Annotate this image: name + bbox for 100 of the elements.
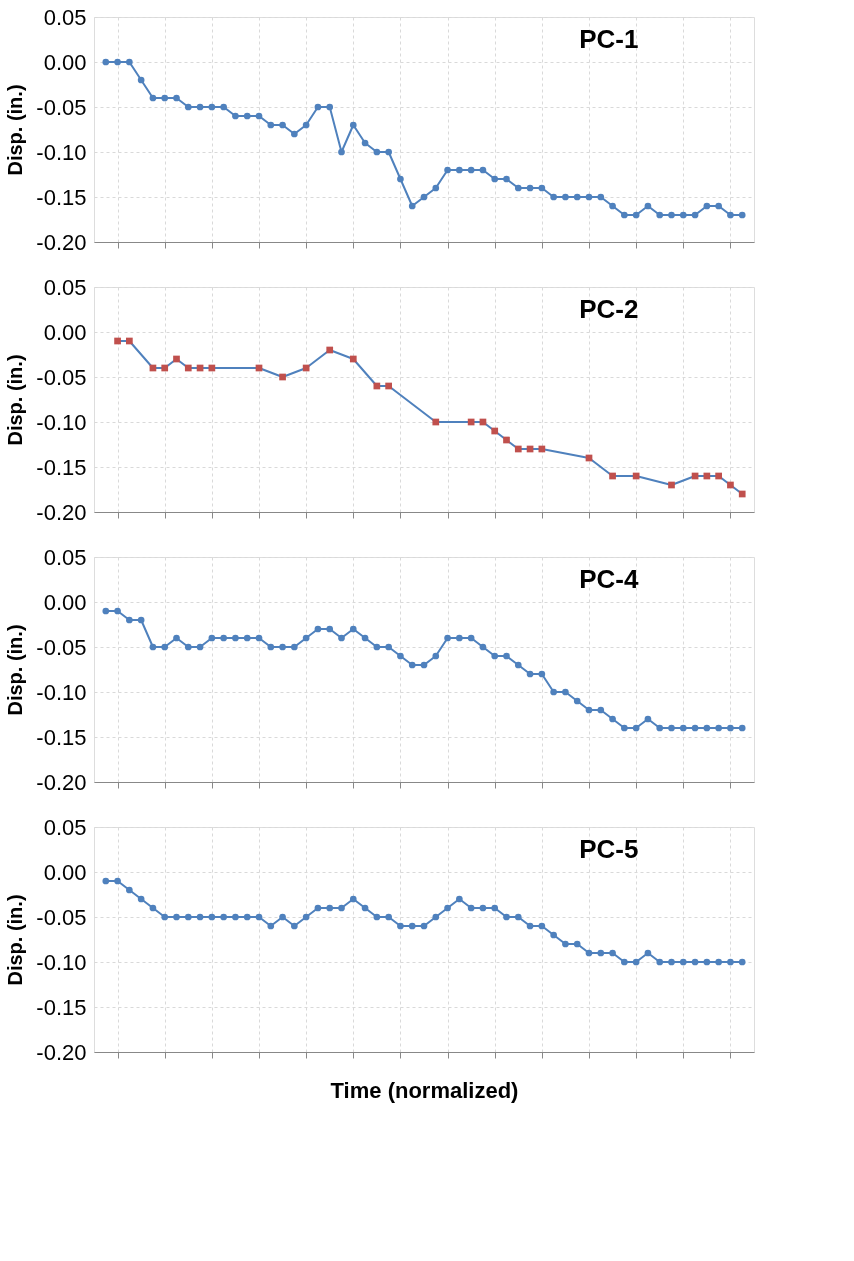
point: [573, 193, 581, 201]
point: [503, 652, 510, 660]
point: [621, 958, 628, 966]
point: [149, 94, 157, 102]
point: [361, 634, 369, 642]
point: [668, 724, 675, 732]
point: [267, 643, 275, 651]
y-tick-label: -0.10: [36, 679, 87, 705]
point: [137, 76, 145, 84]
y-tick-label: 0.00: [43, 589, 87, 615]
y-tick-label: 0.05: [43, 544, 87, 570]
chart-title: PC-2: [579, 294, 639, 324]
point: [126, 58, 133, 66]
point: [126, 616, 133, 624]
point: [173, 355, 180, 363]
point: [349, 355, 357, 363]
y-tick-label: 0.05: [43, 814, 87, 840]
point: [255, 112, 263, 120]
y-tick-label: -0.20: [36, 769, 87, 795]
y-tick-label: -0.05: [36, 904, 87, 930]
point: [727, 724, 734, 732]
point: [550, 193, 557, 201]
point: [526, 922, 534, 930]
y-tick-label: -0.10: [36, 949, 87, 975]
point: [691, 958, 699, 966]
point: [738, 211, 746, 219]
point: [208, 913, 216, 921]
point: [597, 949, 605, 957]
point: [562, 688, 569, 696]
point: [373, 148, 381, 156]
point: [538, 670, 546, 678]
y-tick-label: -0.20: [36, 1039, 87, 1065]
point: [291, 130, 298, 138]
point: [738, 958, 746, 966]
point: [408, 922, 416, 930]
point: [456, 166, 463, 174]
point: [267, 922, 275, 930]
point: [161, 94, 169, 102]
point: [385, 148, 392, 156]
point: [562, 193, 569, 201]
point: [279, 373, 286, 381]
point: [114, 337, 121, 345]
y-tick-label: -0.05: [36, 94, 87, 120]
point: [208, 634, 216, 642]
point: [609, 202, 616, 210]
point: [243, 112, 251, 120]
y-tick-label: -0.05: [36, 634, 87, 660]
point: [562, 940, 569, 948]
x-axis-title: Time (normalized): [330, 1077, 519, 1103]
point: [479, 166, 487, 174]
point: [727, 958, 734, 966]
point: [220, 103, 227, 111]
point: [279, 121, 286, 129]
point: [715, 724, 722, 732]
point: [467, 166, 475, 174]
point: [196, 643, 204, 651]
point: [397, 175, 404, 183]
point: [609, 715, 616, 723]
point: [715, 958, 722, 966]
point: [432, 913, 440, 921]
point: [349, 121, 357, 129]
point: [514, 913, 522, 921]
point: [715, 472, 722, 480]
point: [432, 418, 440, 426]
point: [137, 895, 145, 903]
point: [479, 904, 487, 912]
point: [727, 481, 734, 489]
point: [656, 958, 664, 966]
point: [279, 913, 286, 921]
y-tick-label: -0.10: [36, 409, 87, 435]
point: [326, 625, 334, 633]
point: [161, 364, 169, 372]
point: [302, 634, 310, 642]
point: [126, 337, 133, 345]
point: [573, 940, 581, 948]
point: [420, 922, 428, 930]
point: [385, 643, 392, 651]
point: [114, 58, 121, 66]
point: [715, 202, 722, 210]
chart-title: PC-1: [579, 24, 639, 54]
point: [432, 184, 440, 192]
point: [738, 490, 746, 498]
point: [691, 724, 699, 732]
point: [656, 724, 664, 732]
y-tick-label: -0.15: [36, 724, 87, 750]
point: [538, 184, 546, 192]
point: [550, 688, 557, 696]
point: [232, 634, 239, 642]
point: [491, 175, 499, 183]
point: [609, 472, 616, 480]
y-tick-label: -0.15: [36, 994, 87, 1020]
point: [173, 634, 180, 642]
point: [397, 652, 404, 660]
chart-title: PC-5: [579, 834, 639, 864]
point: [102, 58, 110, 66]
y-tick-label: -0.20: [36, 499, 87, 525]
point: [738, 724, 746, 732]
point: [137, 616, 145, 624]
chart-title: PC-4: [579, 564, 639, 594]
point: [503, 913, 510, 921]
